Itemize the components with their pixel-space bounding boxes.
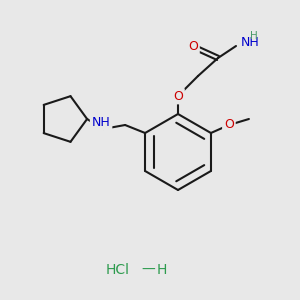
Text: HCl: HCl: [106, 263, 130, 277]
Text: O: O: [173, 89, 183, 103]
Text: NH: NH: [92, 116, 110, 128]
Text: H: H: [157, 263, 167, 277]
Text: —: —: [141, 263, 155, 277]
Text: O: O: [188, 40, 198, 52]
Text: NH: NH: [241, 35, 260, 49]
Text: H: H: [250, 31, 258, 41]
Text: O: O: [224, 118, 234, 131]
